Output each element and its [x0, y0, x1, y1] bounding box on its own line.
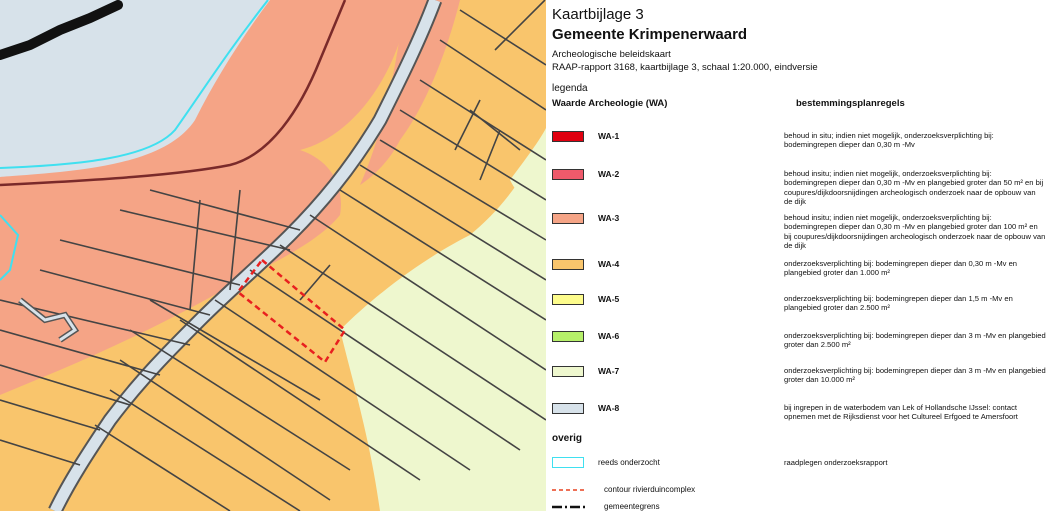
swatch-wa3 [552, 213, 584, 224]
desc-wa5: onderzoeksverplichting bij: bodemingrepe… [784, 294, 1013, 313]
legend-report: RAAP-rapport 3168, kaartbijlage 3, schaa… [552, 62, 818, 73]
desc-wa8: bij ingrepen in de waterbodem van Lek of… [784, 403, 1018, 422]
outline-reeds-onderzocht [0, 0, 269, 169]
zone-wa7-east [510, 128, 546, 215]
dike-line [0, 0, 347, 187]
code-wa7: WA-7 [598, 366, 620, 376]
swatch-wa2 [552, 169, 584, 180]
desc-wa3: behoud insitu; indien niet mogelijk, ond… [784, 213, 1046, 251]
contour-line-sample [552, 489, 586, 491]
desc-wa7: onderzoeksverplichting bij: bodemingrepe… [784, 366, 1046, 385]
code-wa1: WA-1 [598, 131, 620, 141]
legend-title: Kaartbijlage 3 [552, 6, 644, 23]
code-wa8: WA-8 [598, 403, 620, 413]
code-wa3: WA-3 [598, 213, 620, 223]
swatch-wa1 [552, 131, 584, 142]
swatch-wa6 [552, 331, 584, 342]
zone-wa7 [340, 130, 546, 511]
desc-reeds-onderzocht: raadplegen onderzoeksrapport [784, 458, 888, 467]
legend-overig-label: overig [552, 433, 583, 444]
swatch-wa8 [552, 403, 584, 414]
map-canvas [0, 0, 547, 515]
swatch-wa7 [552, 366, 584, 377]
zone-wa3-dike [360, 0, 460, 185]
boundary-gemeentegrens [0, 0, 123, 60]
code-wa6: WA-6 [598, 331, 620, 341]
side-road-fill [19, 298, 78, 342]
swatch-wa5 [552, 294, 584, 305]
boundary-line-sample [552, 505, 586, 509]
label-gemeentegrens: gemeentegrens [604, 502, 660, 511]
parcel-lines [0, 0, 547, 512]
label-contour: contour rivierduincomplex [604, 485, 696, 494]
desc-wa1: behoud in situ; indien niet mogelijk, on… [784, 131, 994, 150]
legend-col-right: bestemmingsplanregels [796, 98, 905, 109]
zone-wa8-river [0, 0, 270, 177]
map-legend: Kaartbijlage 3 Gemeente Krimpenerwaard A… [546, 0, 1051, 511]
code-wa2: WA-2 [598, 169, 620, 179]
code-wa4: WA-4 [598, 259, 620, 269]
desc-wa4: onderzoeksverplichting bij: bodemingrepe… [784, 259, 1018, 278]
code-wa5: WA-5 [598, 294, 620, 304]
swatch-wa4 [552, 259, 584, 270]
archaeology-map[interactable] [0, 0, 547, 515]
outline-reeds-onderzocht-2 [0, 214, 20, 281]
legend-municipality: Gemeente Krimpenerwaard [552, 26, 748, 43]
desc-wa2: behoud insitu; indien niet mogelijk, ond… [784, 169, 1044, 207]
legend-label: legenda [552, 83, 588, 94]
legend-col-left: Waarde Archeologie (WA) [552, 98, 668, 109]
label-reeds-onderzocht: reeds onderzocht [598, 458, 660, 467]
contour-rivierduincomplex [236, 258, 347, 364]
swatch-reeds-onderzocht [552, 457, 584, 468]
desc-wa6: onderzoeksverplichting bij: bodemingrepe… [784, 331, 1046, 350]
zone-wa3 [0, 150, 341, 395]
legend-subtitle: Archeologische beleidskaart [552, 49, 671, 60]
